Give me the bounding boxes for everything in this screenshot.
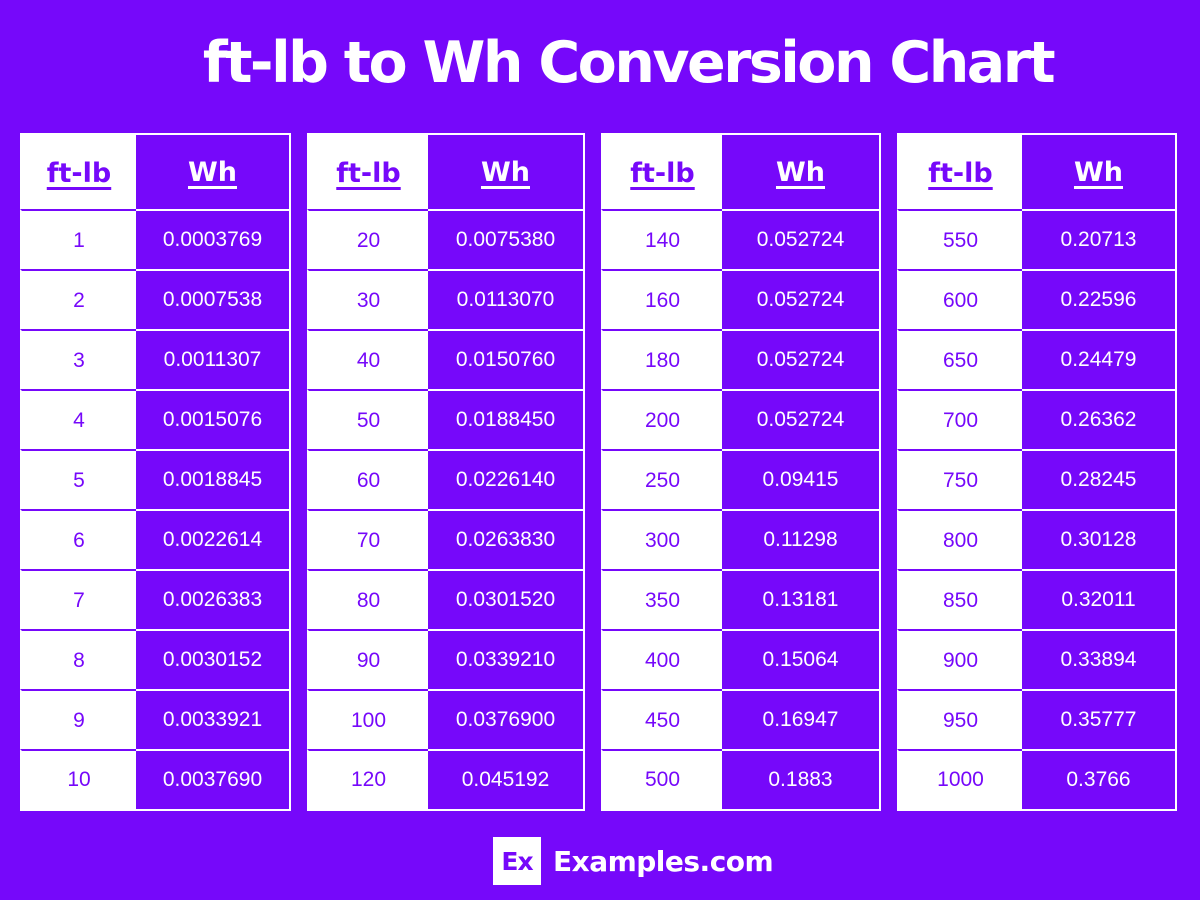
wh-value: 0.0226140	[428, 449, 585, 511]
header-wh: Wh	[136, 133, 291, 211]
wh-value: 0.0339210	[428, 629, 585, 691]
ft-lb-value: 70	[307, 509, 428, 571]
ft-lb-value: 1000	[897, 749, 1022, 811]
ft-lb-value: 1	[20, 209, 136, 271]
wh-value: 0.15064	[722, 629, 881, 691]
wh-value: 0.052724	[722, 269, 881, 331]
header-ft-lb: ft-lb	[897, 133, 1022, 211]
ft-lb-value: 90	[307, 629, 428, 691]
header-wh: Wh	[1022, 133, 1177, 211]
wh-value: 0.0033921	[136, 689, 291, 751]
ft-lb-value: 750	[897, 449, 1022, 511]
wh-value: 0.24479	[1022, 329, 1177, 391]
header-wh: Wh	[428, 133, 585, 211]
header-ft-lb: ft-lb	[307, 133, 428, 211]
wh-value: 0.0037690	[136, 749, 291, 811]
wh-value: 0.0007538	[136, 269, 291, 331]
page-title: ft-lb to Wh Conversion Chart	[202, 30, 1056, 96]
wh-value: 0.0022614	[136, 509, 291, 571]
wh-value: 0.0150760	[428, 329, 585, 391]
ft-lb-value: 2	[20, 269, 136, 331]
ft-lb-value: 4	[20, 389, 136, 451]
ft-lb-value: 850	[897, 569, 1022, 631]
ft-lb-value: 50	[307, 389, 428, 451]
ft-lb-value: 700	[897, 389, 1022, 451]
wh-value: 0.0018845	[136, 449, 291, 511]
ft-lb-value: 200	[601, 389, 722, 451]
ft-lb-value: 900	[897, 629, 1022, 691]
ft-lb-value: 80	[307, 569, 428, 631]
ft-lb-value: 40	[307, 329, 428, 391]
wh-value: 0.11298	[722, 509, 881, 571]
wh-value: 0.0011307	[136, 329, 291, 391]
header-ft-lb: ft-lb	[601, 133, 722, 211]
ft-lb-value: 9	[20, 689, 136, 751]
wh-value: 0.0263830	[428, 509, 585, 571]
logo-text: Examples.com	[553, 844, 774, 878]
ft-lb-value: 8	[20, 629, 136, 691]
wh-value: 0.0026383	[136, 569, 291, 631]
ft-lb-value: 350	[601, 569, 722, 631]
wh-value: 0.1883	[722, 749, 881, 811]
wh-value: 0.0015076	[136, 389, 291, 451]
ft-lb-value: 5	[20, 449, 136, 511]
ft-lb-value: 100	[307, 689, 428, 751]
wh-value: 0.20713	[1022, 209, 1177, 271]
wh-value: 0.0188450	[428, 389, 585, 451]
wh-value: 0.0113070	[428, 269, 585, 331]
wh-value: 0.22596	[1022, 269, 1177, 331]
ft-lb-value: 30	[307, 269, 428, 331]
logo-mark: Ex	[493, 837, 541, 885]
wh-value: 0.26362	[1022, 389, 1177, 451]
ft-lb-value: 650	[897, 329, 1022, 391]
wh-value: 0.052724	[722, 329, 881, 391]
examples-logo: Ex Examples.com	[493, 837, 774, 885]
ft-lb-value: 20	[307, 209, 428, 271]
ft-lb-value: 3	[20, 329, 136, 391]
wh-value: 0.0376900	[428, 689, 585, 751]
wh-value: 0.045192	[428, 749, 585, 811]
wh-value: 0.0075380	[428, 209, 585, 271]
ft-lb-value: 160	[601, 269, 722, 331]
ft-lb-value: 950	[897, 689, 1022, 751]
ft-lb-value: 120	[307, 749, 428, 811]
ft-lb-value: 450	[601, 689, 722, 751]
ft-lb-value: 10	[20, 749, 136, 811]
wh-value: 0.3766	[1022, 749, 1177, 811]
wh-value: 0.30128	[1022, 509, 1177, 571]
ft-lb-value: 800	[897, 509, 1022, 571]
header-wh: Wh	[722, 133, 881, 211]
wh-value: 0.09415	[722, 449, 881, 511]
ft-lb-value: 300	[601, 509, 722, 571]
wh-value: 0.35777	[1022, 689, 1177, 751]
ft-lb-value: 7	[20, 569, 136, 631]
wh-value: 0.0030152	[136, 629, 291, 691]
ft-lb-value: 250	[601, 449, 722, 511]
wh-value: 0.0301520	[428, 569, 585, 631]
ft-lb-value: 550	[897, 209, 1022, 271]
wh-value: 0.13181	[722, 569, 881, 631]
ft-lb-value: 600	[897, 269, 1022, 331]
wh-value: 0.33894	[1022, 629, 1177, 691]
header-ft-lb: ft-lb	[20, 133, 136, 211]
wh-value: 0.16947	[722, 689, 881, 751]
ft-lb-value: 500	[601, 749, 722, 811]
ft-lb-value: 60	[307, 449, 428, 511]
ft-lb-value: 6	[20, 509, 136, 571]
wh-value: 0.28245	[1022, 449, 1177, 511]
ft-lb-value: 140	[601, 209, 722, 271]
wh-value: 0.052724	[722, 389, 881, 451]
wh-value: 0.0003769	[136, 209, 291, 271]
ft-lb-value: 180	[601, 329, 722, 391]
wh-value: 0.32011	[1022, 569, 1177, 631]
wh-value: 0.052724	[722, 209, 881, 271]
ft-lb-value: 400	[601, 629, 722, 691]
